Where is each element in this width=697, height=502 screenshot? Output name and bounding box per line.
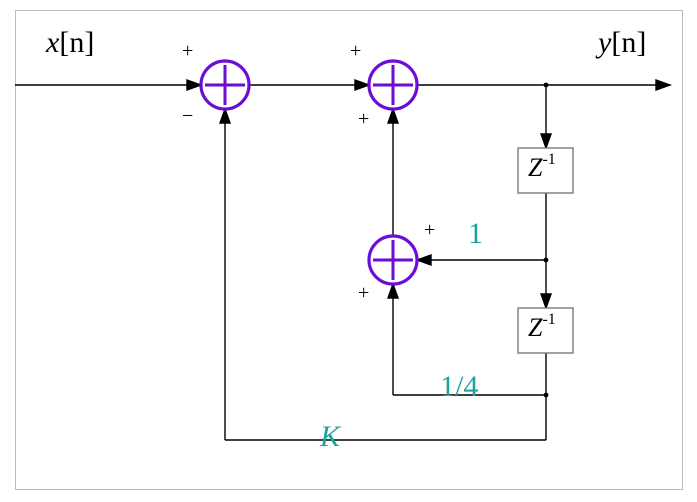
- output-var: y: [598, 26, 611, 59]
- wires: [15, 80, 670, 440]
- summers: [201, 61, 417, 284]
- delay-d2-Z: Z: [528, 313, 542, 342]
- output-bracket: [n]: [611, 26, 646, 59]
- delay-d2-sup: -1: [542, 311, 555, 328]
- sign-s2-top: +: [350, 40, 361, 63]
- gain-1: 1: [468, 217, 483, 251]
- gain-quarter: 1/4: [440, 370, 478, 404]
- summer-s1: [201, 61, 249, 109]
- summer-s2: [369, 61, 417, 109]
- delay-d1-label: Z-1: [528, 153, 556, 183]
- diagram-svg: [0, 0, 697, 502]
- sign-s1-top: +: [182, 40, 193, 63]
- diagram-canvas: x[n] y[n] + − + + + + 1 1/4 K Z-1 Z-1: [0, 0, 697, 502]
- input-var: x: [46, 26, 59, 59]
- sign-s3-right: +: [424, 219, 435, 242]
- summer-s3: [369, 236, 417, 284]
- delay-d2-label: Z-1: [528, 313, 556, 343]
- sign-s3-bottom: +: [358, 282, 369, 305]
- gain-K: K: [320, 420, 340, 454]
- output-label: y[n]: [598, 26, 646, 60]
- input-bracket: [n]: [59, 26, 94, 59]
- delay-d1-sup: -1: [542, 151, 555, 168]
- sign-s2-bottom: +: [358, 108, 369, 131]
- sign-s1-bottom: −: [182, 105, 193, 128]
- input-label: x[n]: [46, 26, 94, 60]
- delay-d1-Z: Z: [528, 153, 542, 182]
